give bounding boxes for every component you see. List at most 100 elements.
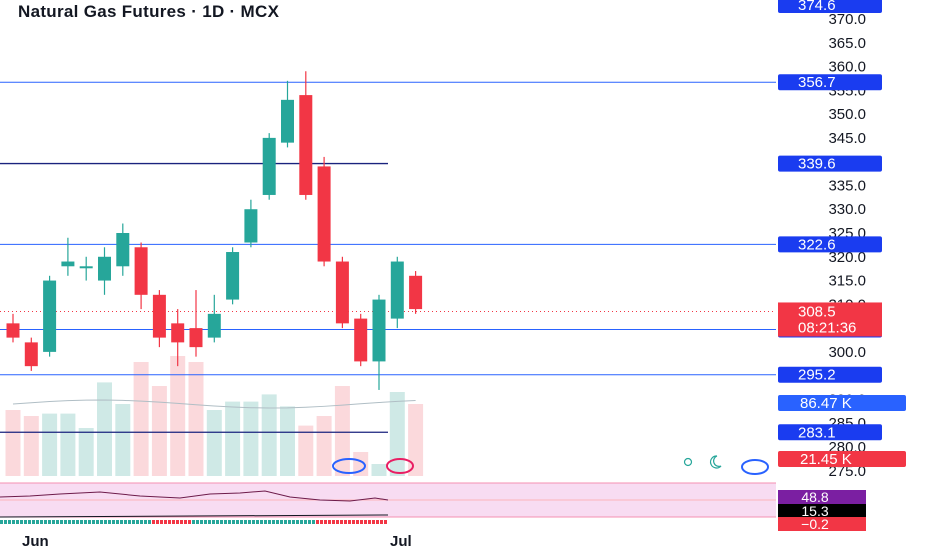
rsi-value-label: 48.8 [801, 489, 828, 505]
histogram-bar [32, 520, 35, 524]
candle-body[interactable] [24, 342, 38, 367]
rsi-value-label: 15.3 [801, 503, 828, 519]
candle-body[interactable] [116, 233, 130, 267]
histogram-bar [368, 520, 371, 524]
candle-body[interactable] [262, 137, 276, 195]
last-price-label: 308.5 [798, 303, 836, 320]
histogram-bar [300, 520, 303, 524]
volume-bar [97, 382, 112, 476]
candle-body[interactable] [189, 328, 203, 348]
histogram-bar [88, 520, 91, 524]
volume-down-label-bg [778, 451, 906, 467]
volume-bars [5, 356, 424, 476]
y-tick-label: 350.0 [828, 106, 866, 123]
session-replay-icon[interactable] [741, 459, 769, 475]
histogram-bar [384, 520, 387, 524]
histogram-bar [352, 520, 355, 524]
candle-body[interactable] [372, 299, 386, 362]
histogram-bar [96, 520, 99, 524]
rsi-pane: 48.815.3−0.2 [0, 482, 866, 532]
candle-body[interactable] [281, 99, 294, 143]
countdown-label: 08:21:36 [798, 319, 856, 336]
rsi-label-bg [778, 490, 866, 504]
volume-bar [298, 425, 314, 476]
candle-body[interactable] [390, 261, 404, 319]
time-axis: Jun Jul [22, 533, 412, 550]
histogram-bar [244, 520, 247, 524]
y-tick-label: 300.0 [828, 344, 866, 361]
histogram-bar [236, 520, 239, 524]
histogram-bar [192, 520, 195, 524]
histogram-bar [84, 520, 87, 524]
candle-body[interactable] [61, 261, 75, 267]
flash-icon[interactable] [386, 458, 414, 474]
volume-bar [170, 356, 186, 476]
volume-bar [5, 410, 21, 476]
histogram-bar [172, 520, 175, 524]
histogram-bar [108, 520, 111, 524]
volume-bar [408, 404, 424, 476]
histogram-bar [156, 520, 159, 524]
candles [6, 71, 423, 390]
histogram-bar [0, 520, 3, 524]
toolbar-icons [332, 455, 769, 475]
y-tick-label: 315.0 [828, 273, 866, 290]
candle-body[interactable] [43, 280, 57, 352]
histogram-bar [304, 520, 307, 524]
histogram-bar [288, 520, 291, 524]
histogram-bar [44, 520, 47, 524]
volume-ma-line [12, 399, 416, 409]
candle-body[interactable] [335, 261, 349, 324]
histogram-bar [148, 520, 151, 524]
candle-body[interactable] [152, 294, 166, 338]
volume-bar [225, 401, 241, 476]
sun-icon[interactable] [683, 457, 693, 467]
last-price-box [778, 302, 882, 337]
level-price-label: 322.6 [798, 236, 836, 253]
histogram-bar [312, 520, 315, 524]
histogram-bar [196, 520, 199, 524]
histogram-bar [180, 520, 183, 524]
histogram-bar [360, 520, 363, 524]
level-price-label-bg [778, 74, 882, 91]
histogram-bar [284, 520, 287, 524]
candle-body[interactable] [317, 166, 331, 262]
volume-bar [243, 401, 259, 476]
histogram-bar [240, 520, 243, 524]
candle-body[interactable] [134, 247, 148, 295]
candle-body[interactable] [354, 318, 368, 362]
volume-bar [60, 413, 76, 476]
histogram-bar [212, 520, 215, 524]
y-tick-label: 345.0 [828, 130, 866, 147]
histogram-bar [104, 520, 107, 524]
volume-bar [371, 464, 387, 476]
volume-bar [261, 394, 277, 476]
histogram-bar [124, 520, 127, 524]
candle-body[interactable] [79, 266, 93, 269]
histogram-bar [216, 520, 219, 524]
histogram-bar [268, 520, 271, 524]
candle-body[interactable] [207, 313, 221, 338]
replay-icon[interactable] [332, 458, 366, 474]
histogram-bar [128, 520, 131, 524]
volume-bar [151, 386, 167, 476]
candle-body[interactable] [409, 275, 423, 310]
candle-body[interactable] [226, 252, 240, 300]
candle-body[interactable] [244, 209, 258, 243]
candle-body[interactable] [6, 323, 20, 338]
candle-body[interactable] [171, 323, 185, 343]
level-price-label-bg [778, 424, 882, 441]
histogram-bar [100, 520, 103, 524]
candle-body[interactable] [98, 256, 111, 281]
volume-bar [23, 416, 39, 476]
volume-bar [334, 386, 350, 476]
moon-icon[interactable] [709, 455, 722, 469]
histogram-bar [336, 520, 339, 524]
histogram-bar [208, 520, 211, 524]
histogram-bar [252, 520, 255, 524]
candle-body[interactable] [299, 95, 313, 195]
histogram-bar [12, 520, 15, 524]
histogram-bar [332, 520, 335, 524]
